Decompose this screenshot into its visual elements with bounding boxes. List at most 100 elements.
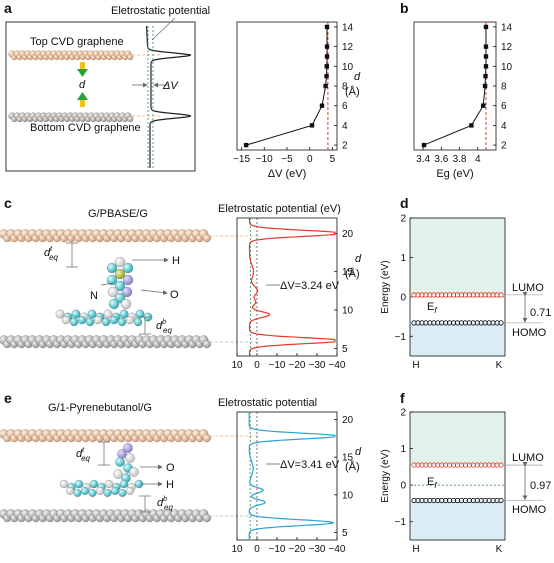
d-axis-unit-c: (Å) (345, 267, 360, 280)
homo-band-point (470, 320, 476, 326)
y-axis-label: Energy (eV) (380, 449, 391, 502)
bottom-graphene-layer-e (0, 509, 211, 523)
atom-label-o-e: O (166, 462, 175, 474)
data-point (421, 142, 427, 148)
lumo-band-point (427, 292, 433, 298)
plot-c-potential: 10 0 −10 −20 −30 −40 5 10 15 20 (231, 217, 354, 371)
lumo-band-point (435, 292, 441, 298)
molecule-atom (114, 280, 126, 292)
molecule-atom (108, 298, 120, 310)
y-tick-label: 5 (342, 344, 348, 355)
data-point (309, 123, 315, 128)
panel-label-e: e (4, 390, 12, 406)
molecule-atom (103, 309, 113, 319)
homo-band-point (435, 497, 441, 504)
lumo-band-point (427, 462, 433, 468)
molecule-atom (88, 489, 97, 497)
molecule-atom (104, 479, 114, 489)
lumo-band-point (439, 292, 445, 298)
homo-band-point (462, 497, 469, 504)
dbeq-sub-e: eq (164, 503, 173, 512)
lumo-band-point (462, 292, 469, 298)
lumo-band-point (482, 292, 488, 298)
d-axis-unit-e: (Å) (345, 460, 360, 473)
data-point (319, 103, 325, 108)
lumo-band-point (494, 462, 500, 468)
lumo-band-point (454, 462, 461, 468)
y-tick-label: 2 (342, 141, 348, 152)
x-tick-label: −30 (309, 360, 326, 371)
molecule-atom (123, 443, 133, 453)
lumo-band-point (423, 292, 429, 298)
molecule-atom (117, 317, 127, 327)
homo-band-point (458, 497, 465, 504)
x-tick-label: 0 (254, 360, 260, 371)
lumo-label-f: LUMO (512, 452, 544, 464)
lumo-band-point (486, 292, 492, 298)
molecule-atom (77, 315, 87, 325)
homo-band-point (415, 497, 421, 504)
x-tick-label: 10 (231, 360, 243, 371)
dbeq-base-e: d (157, 497, 164, 509)
homo-label-f: HOMO (512, 504, 547, 516)
lumo-band-point (458, 462, 465, 468)
molecule-atom (71, 309, 81, 319)
homo-band-point (466, 497, 472, 504)
panel-e-schematic: G/1-Pyrenebutanol/G dt eq db eq O H (0, 402, 260, 523)
y-tick-label: 15 (342, 453, 354, 464)
dbeq-sup-c: b (162, 319, 166, 326)
y-tick-label: 0 (400, 292, 406, 303)
lumo-band-point (439, 462, 445, 468)
panel-a-schematic: Eletrostatic potential Top CVD graphene … (5, 5, 210, 172)
panel-label-b: b (400, 0, 409, 16)
pyrenebutanol-molecule (59, 443, 144, 497)
molecule-atom (121, 286, 133, 298)
lumo-band-point (470, 292, 476, 298)
dbeq-sub-c: eq (163, 326, 172, 335)
y-tick-label: 5 (342, 528, 348, 539)
bottom-graphene-layer (8, 112, 134, 123)
dbeq-base-c: d (156, 320, 163, 332)
homo-band-point (411, 320, 417, 326)
y-tick-label: −1 (395, 332, 407, 343)
plot-f-bands: 2 1 0 −1 H K Energy (eV) (380, 408, 543, 555)
pbase-molecule (55, 256, 153, 327)
lumo-band-point (466, 292, 472, 298)
data-point (483, 64, 489, 69)
y-tick-label: 14 (501, 22, 513, 33)
lumo-band-point (498, 462, 504, 468)
data-point (469, 123, 474, 128)
carbon-atom (202, 234, 211, 243)
lumo-band-point (419, 462, 425, 468)
dv-text-e: ΔV=3.41 eV (280, 459, 340, 471)
lumo-band-point (411, 292, 417, 298)
x-tick-label: 0 (307, 154, 313, 165)
ef-sub-d: f (434, 306, 437, 315)
homo-band-point (474, 497, 480, 504)
bottom-graphene-layer-c (0, 335, 211, 349)
homo-band-point (466, 320, 472, 326)
data-point (324, 64, 329, 69)
x-tick-label: 3.6 (434, 154, 448, 165)
y-tick-label: 6 (501, 101, 507, 112)
molecule-atom (61, 315, 71, 325)
y-tick-label: 2 (501, 141, 507, 152)
molecule-atom (120, 298, 132, 310)
dbeq-label-c: db eq (156, 319, 172, 335)
molecule-atom (96, 487, 104, 495)
lumo-band-point (454, 292, 461, 298)
x-axis-label: ΔV (eV) (268, 168, 307, 180)
molecule-atom (106, 262, 118, 274)
lumo-band-point (458, 292, 465, 298)
top-graphene-layer-e (0, 429, 211, 443)
data-point (243, 142, 249, 148)
lumo-band-point (490, 292, 496, 298)
plot-e-potential: 10 0 −10 −20 −30 −40 5 10 15 20 (231, 411, 354, 555)
molecule-atom (69, 317, 79, 327)
homo-band-point (419, 497, 425, 504)
homo-band-point (454, 320, 461, 326)
plot-frame (409, 217, 506, 357)
molecule-atom (135, 309, 145, 319)
y-tick-label: 20 (342, 415, 354, 426)
data-point (483, 54, 489, 59)
